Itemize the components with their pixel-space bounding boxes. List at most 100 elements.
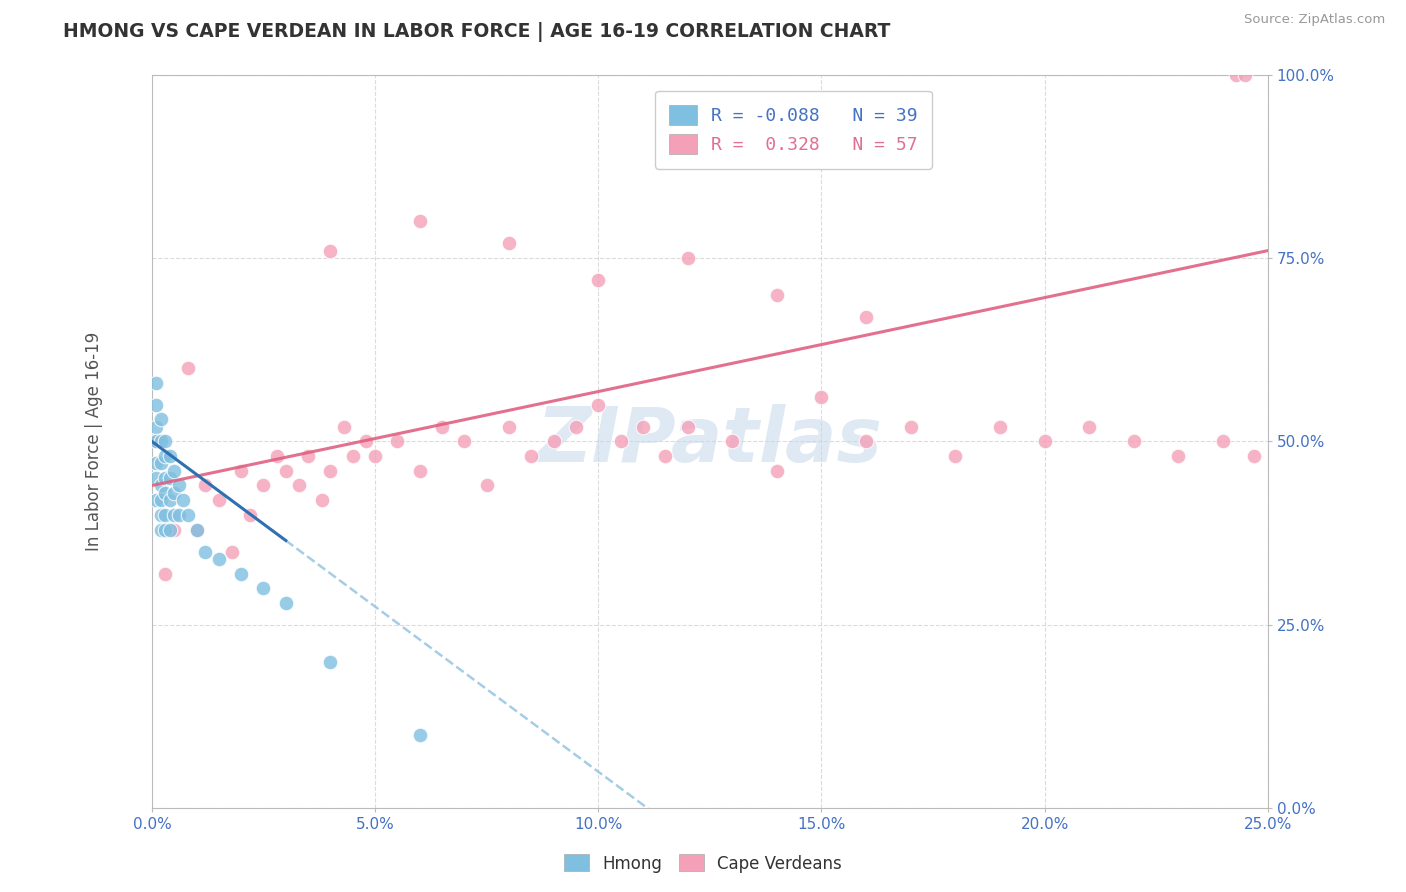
Point <box>252 581 274 595</box>
Point <box>654 449 676 463</box>
Point <box>543 434 565 449</box>
Point <box>586 398 609 412</box>
Point <box>943 449 966 463</box>
Point <box>810 391 832 405</box>
Point <box>297 449 319 463</box>
Point <box>498 419 520 434</box>
Point <box>1212 434 1234 449</box>
Point <box>252 478 274 492</box>
Point <box>1078 419 1101 434</box>
Point <box>149 478 172 492</box>
Point <box>855 310 877 324</box>
Point <box>167 508 190 522</box>
Point <box>163 464 186 478</box>
Point <box>155 471 177 485</box>
Point <box>855 434 877 449</box>
Point <box>342 449 364 463</box>
Point <box>631 419 654 434</box>
Point <box>1234 68 1257 82</box>
Point <box>319 655 342 669</box>
Point <box>155 485 177 500</box>
Point <box>155 434 177 449</box>
Point <box>155 449 177 463</box>
Point <box>409 728 432 742</box>
Point <box>145 434 167 449</box>
Point <box>274 464 297 478</box>
Point <box>159 449 181 463</box>
Point <box>145 376 167 390</box>
Text: Source: ZipAtlas.com: Source: ZipAtlas.com <box>1244 13 1385 27</box>
Point <box>475 478 498 492</box>
Point <box>155 508 177 522</box>
Point <box>145 398 167 412</box>
Point <box>186 523 208 537</box>
Point <box>149 523 172 537</box>
Point <box>186 523 208 537</box>
Point <box>194 478 217 492</box>
Point <box>231 566 253 581</box>
Point <box>565 419 588 434</box>
Point <box>430 419 453 434</box>
Point <box>721 434 744 449</box>
Point <box>239 508 262 522</box>
Legend: R = -0.088   N = 39, R =  0.328   N = 57: R = -0.088 N = 39, R = 0.328 N = 57 <box>655 91 932 169</box>
Point <box>167 478 190 492</box>
Point <box>159 493 181 508</box>
Point <box>194 544 217 558</box>
Point <box>1225 68 1247 82</box>
Point <box>498 236 520 251</box>
Point <box>163 485 186 500</box>
Point <box>163 523 186 537</box>
Point <box>145 419 167 434</box>
Point <box>354 434 377 449</box>
Point <box>1243 449 1265 463</box>
Point <box>221 544 243 558</box>
Y-axis label: In Labor Force | Age 16-19: In Labor Force | Age 16-19 <box>86 332 103 551</box>
Point <box>274 596 297 610</box>
Point <box>172 493 194 508</box>
Point <box>145 471 167 485</box>
Point <box>409 464 432 478</box>
Point <box>163 508 186 522</box>
Point <box>409 214 432 228</box>
Point <box>676 251 699 265</box>
Point <box>145 457 167 471</box>
Point <box>900 419 922 434</box>
Point <box>364 449 387 463</box>
Point <box>288 478 311 492</box>
Point <box>387 434 409 449</box>
Point <box>319 244 342 258</box>
Point <box>609 434 631 449</box>
Point <box>765 287 787 301</box>
Point <box>676 419 699 434</box>
Point <box>1033 434 1056 449</box>
Point <box>988 419 1011 434</box>
Text: ZIPatlas: ZIPatlas <box>537 404 883 478</box>
Point <box>1122 434 1144 449</box>
Point <box>155 523 177 537</box>
Point <box>311 493 333 508</box>
Point <box>145 493 167 508</box>
Point <box>155 566 177 581</box>
Point <box>266 449 288 463</box>
Point <box>520 449 543 463</box>
Point <box>453 434 475 449</box>
Point <box>1167 449 1189 463</box>
Point <box>149 434 172 449</box>
Point <box>159 523 181 537</box>
Point <box>231 464 253 478</box>
Legend: Hmong, Cape Verdeans: Hmong, Cape Verdeans <box>557 847 849 880</box>
Point <box>149 412 172 426</box>
Point <box>176 508 198 522</box>
Point <box>208 552 231 566</box>
Point <box>319 464 342 478</box>
Point <box>333 419 356 434</box>
Point <box>149 493 172 508</box>
Point <box>208 493 231 508</box>
Point <box>176 361 198 376</box>
Point <box>159 471 181 485</box>
Point <box>149 457 172 471</box>
Point <box>145 434 167 449</box>
Point <box>586 273 609 287</box>
Point <box>149 508 172 522</box>
